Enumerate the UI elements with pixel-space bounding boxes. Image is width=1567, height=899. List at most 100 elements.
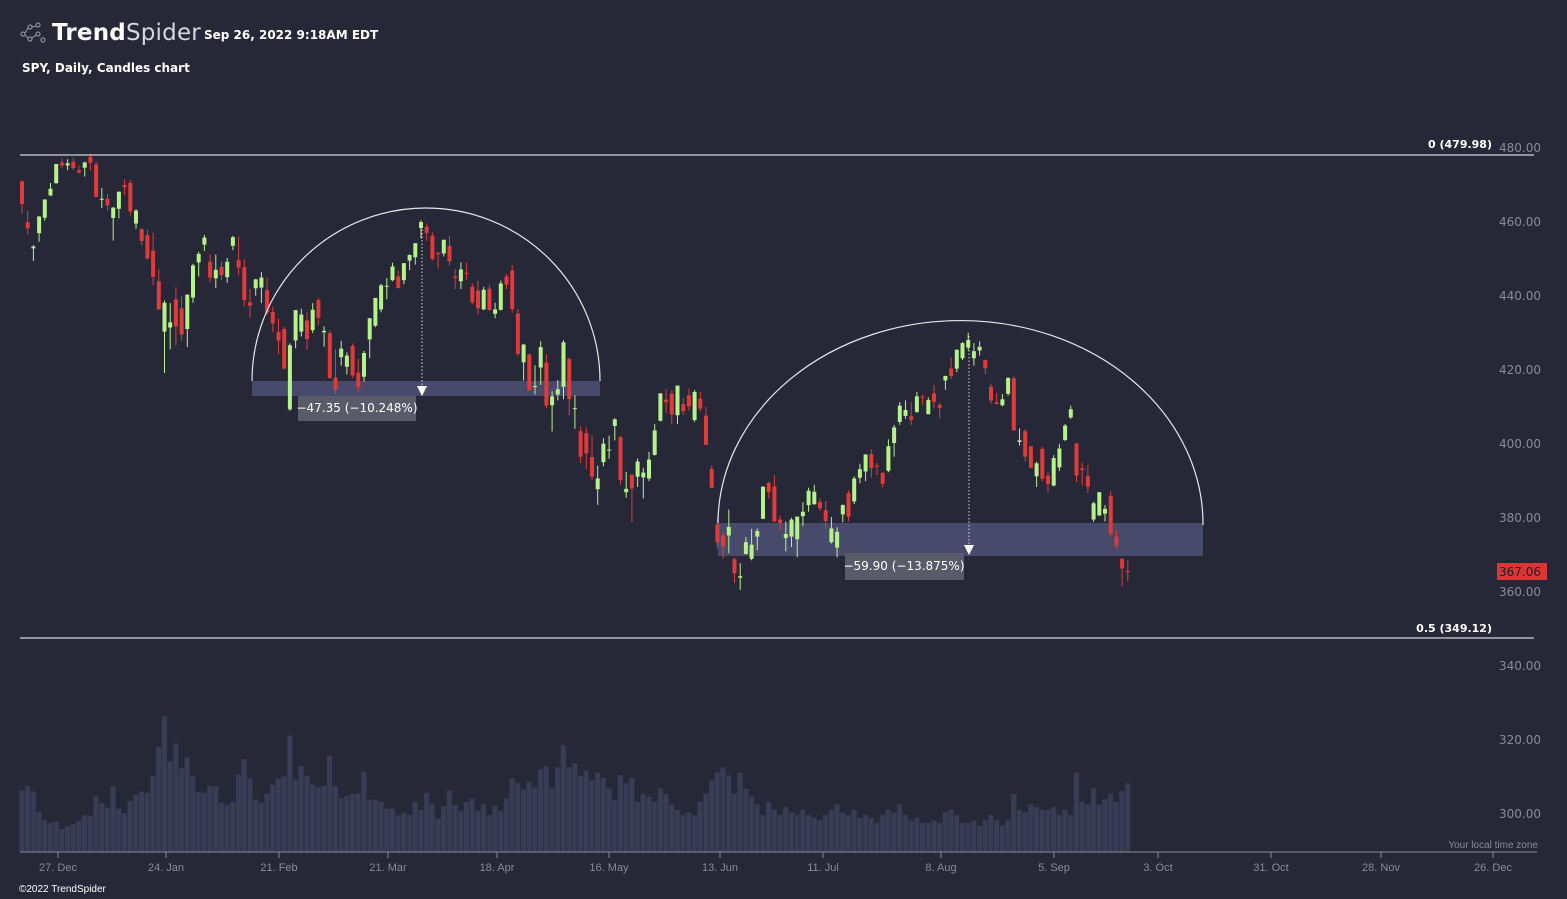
volume-bar bbox=[662, 793, 669, 853]
candle-body bbox=[664, 399, 669, 403]
candle bbox=[156, 269, 161, 310]
candle bbox=[424, 223, 429, 241]
candle-body bbox=[287, 345, 292, 410]
time-axis[interactable]: 27. Dec 24. Jan 21. Feb 21. Mar 18. Apr 16. M… bbox=[39, 852, 1512, 874]
volume-bar bbox=[229, 801, 236, 853]
x-tick-label: 8. Aug bbox=[925, 862, 956, 874]
rounding-top-arc-2[interactable] bbox=[717, 320, 1204, 526]
volume-bar bbox=[1022, 811, 1029, 853]
candle-body bbox=[635, 461, 640, 477]
volume-bar bbox=[115, 808, 122, 853]
candle-body bbox=[966, 340, 971, 348]
volume-bar bbox=[446, 790, 453, 853]
candle bbox=[1011, 376, 1016, 431]
volume-bar bbox=[457, 810, 464, 853]
candle bbox=[1085, 465, 1090, 493]
volume-bar bbox=[588, 780, 595, 853]
volume-bar bbox=[503, 798, 510, 853]
candle-body bbox=[926, 400, 931, 415]
volume-bar bbox=[640, 793, 647, 853]
candle bbox=[920, 394, 925, 405]
candle bbox=[42, 199, 47, 221]
volume-bar bbox=[121, 812, 128, 853]
volume-bar bbox=[474, 810, 481, 853]
rounding-top-arc-1[interactable] bbox=[251, 207, 601, 382]
support-zone-1[interactable] bbox=[252, 381, 600, 396]
x-tick-label: 26. Dec bbox=[1474, 862, 1512, 874]
candle bbox=[299, 308, 304, 337]
volume-bar bbox=[281, 775, 288, 853]
volume-bar bbox=[1056, 814, 1063, 853]
candle bbox=[396, 270, 401, 289]
volume-bar bbox=[868, 817, 875, 853]
candle bbox=[59, 158, 64, 169]
candle-body bbox=[875, 465, 879, 467]
candle-body bbox=[914, 396, 919, 412]
volume-bar bbox=[486, 814, 493, 853]
candle bbox=[937, 402, 942, 419]
candle bbox=[612, 418, 617, 441]
volume-bar bbox=[674, 809, 681, 853]
candle-body bbox=[1097, 492, 1102, 516]
candle-body bbox=[652, 430, 657, 455]
candle-body bbox=[185, 294, 190, 330]
candle-body bbox=[869, 454, 874, 469]
x-tick-label: 21. Feb bbox=[260, 862, 297, 874]
volume-bar bbox=[605, 788, 612, 853]
candle-body bbox=[339, 348, 344, 358]
candle-body bbox=[105, 198, 110, 206]
candle bbox=[533, 365, 537, 395]
volume-bar bbox=[611, 799, 618, 853]
candle-body bbox=[743, 542, 748, 554]
candle-body bbox=[384, 285, 389, 287]
volume-bar bbox=[742, 788, 749, 853]
volume-bar bbox=[298, 765, 305, 853]
candle-body bbox=[282, 329, 287, 369]
candle-body bbox=[213, 269, 218, 279]
candle bbox=[772, 475, 777, 523]
candle-body bbox=[738, 576, 743, 578]
candle bbox=[48, 182, 53, 197]
volume-bar bbox=[87, 815, 94, 853]
candle bbox=[436, 252, 441, 269]
volume-bar bbox=[976, 825, 983, 853]
volume-bar bbox=[617, 774, 624, 853]
volume-bar bbox=[782, 806, 789, 853]
candle bbox=[1023, 429, 1028, 462]
volume-bar bbox=[400, 812, 407, 853]
candle-body bbox=[704, 415, 708, 445]
candle bbox=[960, 341, 965, 361]
x-tick-label: 31. Oct bbox=[1253, 862, 1288, 874]
candle bbox=[265, 277, 270, 316]
volume-bar bbox=[822, 814, 829, 853]
candle bbox=[99, 188, 104, 209]
volume-bar bbox=[708, 780, 715, 853]
candle-body bbox=[236, 260, 241, 268]
y-tick-label: 480.00 bbox=[1499, 141, 1541, 155]
candle-body bbox=[909, 416, 914, 421]
volume-bar bbox=[970, 819, 977, 853]
volume-bar bbox=[691, 814, 698, 853]
candle-body bbox=[316, 300, 321, 318]
candle-body bbox=[379, 285, 384, 310]
volume-bar bbox=[320, 785, 327, 853]
price-axis[interactable]: 480.00 460.00 440.00 420.00 400.00 380.00 360.… bbox=[1499, 141, 1541, 821]
volume-bar bbox=[896, 803, 903, 853]
volume-bar bbox=[246, 778, 253, 853]
candle bbox=[806, 487, 811, 512]
candle bbox=[721, 531, 726, 559]
candle-body bbox=[618, 437, 623, 480]
candle bbox=[761, 486, 765, 519]
x-tick-label: 3. Oct bbox=[1143, 862, 1172, 874]
last-price-badge bbox=[1497, 563, 1547, 580]
copyright: ©2022 TrendSpider bbox=[19, 884, 106, 895]
candle bbox=[584, 427, 589, 470]
candle-body bbox=[128, 182, 133, 212]
volume-bar bbox=[828, 809, 835, 853]
candle-body bbox=[1074, 443, 1079, 476]
y-tick-label: 320.00 bbox=[1499, 733, 1541, 747]
volume-bar bbox=[349, 793, 356, 853]
candle-body bbox=[994, 402, 999, 405]
candle-body bbox=[65, 163, 70, 166]
